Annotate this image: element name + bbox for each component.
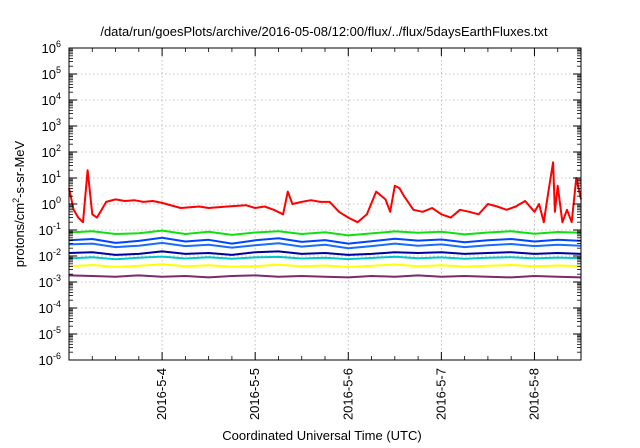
tick-labels: 106 105 104 103 102 101 100 10-1 10-2 10-3 10-4 10-… [39, 39, 542, 420]
series-line-5 [68, 241, 582, 250]
grid [69, 48, 581, 360]
series-line-6 [68, 236, 582, 245]
y-tick-label: 106 [42, 39, 61, 56]
y-tick-label: 10-4 [39, 299, 61, 316]
y-tick-label: 105 [42, 65, 61, 82]
y-tick-label: 10-5 [39, 325, 61, 342]
y-tick-label: 102 [42, 143, 61, 160]
y-tick-label: 10-1 [39, 221, 61, 238]
series-line-7 [68, 229, 582, 237]
y-tick-label: 10-2 [39, 247, 61, 264]
y-tick-label: 10-3 [39, 273, 61, 290]
y-tick-label: 101 [42, 169, 61, 186]
series-line-3 [68, 255, 582, 261]
series-line-1 [68, 274, 582, 279]
series-line-4 [68, 250, 582, 256]
series-layer [68, 161, 582, 279]
y-axis-label: protons/cm2-s-sr-MeV [11, 140, 27, 267]
ticks [69, 47, 582, 361]
y-axis-label-main: protons/cm [12, 203, 27, 267]
series-line-8 [68, 161, 582, 224]
y-axis-label-sup: 2 [11, 198, 21, 203]
y-tick-label: 10-6 [39, 351, 61, 368]
x-tick-label: 2016-5-4 [154, 368, 169, 420]
chart-title: /data/run/goesPlots/archive/2016-05-08/1… [100, 24, 548, 39]
x-tick-label: 2016-5-6 [340, 368, 355, 420]
x-tick-label: 2016-5-7 [433, 368, 448, 420]
x-axis-label: Coordinated Universal Time (UTC) [222, 428, 421, 443]
series-line-2 [68, 263, 582, 268]
x-tick-label: 2016-5-8 [526, 368, 541, 420]
y-tick-label: 104 [42, 91, 61, 108]
y-axis-label-rest: -s-sr-MeV [12, 140, 27, 197]
y-tick-label: 100 [42, 195, 61, 212]
y-tick-label: 103 [42, 117, 61, 134]
x-tick-label: 2016-5-5 [247, 368, 262, 420]
